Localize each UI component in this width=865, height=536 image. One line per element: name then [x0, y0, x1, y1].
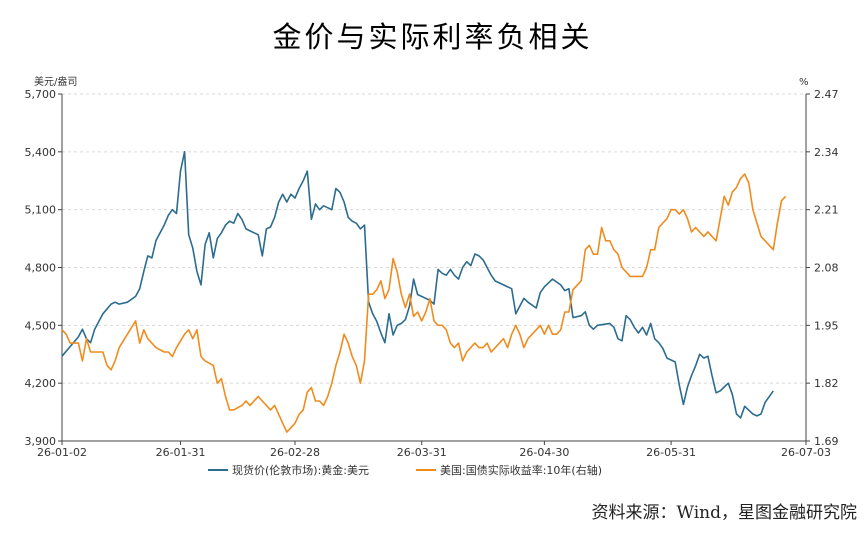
legend-label-1: 美国:国债实际收益率:10年(右轴): [440, 463, 602, 477]
left-tick-label-3: 4,800: [25, 262, 57, 275]
left-axis-unit: 美元/盎司: [34, 75, 77, 88]
x-tick-label-5: 26-05-31: [646, 446, 696, 459]
grid-lines: [62, 93, 806, 384]
source-note: 资料来源：Wind，星图金融研究院: [591, 503, 857, 523]
x-tick-label-3: 26-03-31: [397, 446, 447, 459]
axes: [58, 93, 810, 445]
legend-label-0: 现货价(伦敦市场):黄金:美元: [232, 463, 369, 477]
left-tick-label-1: 5,400: [25, 146, 57, 159]
left-tick-label-5: 4,200: [25, 377, 57, 390]
series-lines: [61, 151, 787, 433]
left-tick-label-0: 5,700: [25, 88, 57, 101]
chart-title: 金价与实际利率负相关: [272, 20, 593, 54]
x-tick-label-1: 26-01-31: [156, 446, 206, 459]
right-tick-label-1: 2.34: [814, 146, 839, 159]
series-line-0: [61, 151, 774, 419]
legend: 现货价(伦敦市场):黄金:美元 美国:国债实际收益率:10年(右轴): [208, 463, 602, 477]
x-tick-label-6: 26-07-03: [781, 446, 831, 459]
right-tick-label-0: 2.47: [814, 88, 839, 101]
left-tick-label-2: 5,100: [25, 204, 57, 217]
left-tick-label-6: 3,900: [25, 435, 57, 448]
right-tick-label-2: 2.21: [814, 204, 839, 217]
right-axis-unit: %: [799, 77, 809, 88]
x-tick-label-4: 26-04-30: [519, 446, 569, 459]
series-line-1: [61, 173, 787, 433]
right-tick-label-4: 1.95: [814, 319, 839, 332]
right-tick-label-6: 1.69: [814, 435, 839, 448]
right-tick-label-5: 1.82: [814, 377, 839, 390]
x-tick-label-0: 26-01-02: [37, 446, 87, 459]
x-tick-label-2: 26-02-28: [270, 446, 320, 459]
left-tick-label-4: 4,500: [25, 319, 57, 332]
tick-labels: 5,700 5,400 5,100 4,800 4,500 4,200 3,900 2.47 2…: [25, 75, 839, 459]
right-tick-label-3: 2.08: [814, 262, 839, 275]
